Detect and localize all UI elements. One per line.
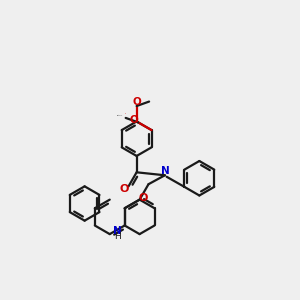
Text: O: O xyxy=(125,113,126,114)
Text: O: O xyxy=(129,115,138,125)
Text: O: O xyxy=(139,193,148,203)
Text: N: N xyxy=(161,166,170,176)
Text: methoxy: methoxy xyxy=(117,115,123,116)
Text: O: O xyxy=(120,184,129,194)
Text: O: O xyxy=(132,97,141,107)
Text: H: H xyxy=(114,232,121,241)
Text: N: N xyxy=(113,226,122,236)
